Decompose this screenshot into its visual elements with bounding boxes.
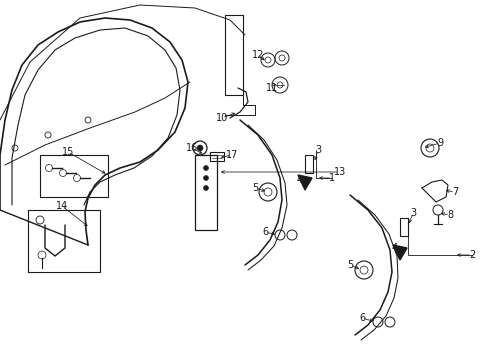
Bar <box>210 152 224 161</box>
Text: 17: 17 <box>226 150 238 160</box>
Circle shape <box>197 145 203 151</box>
Polygon shape <box>393 245 407 260</box>
Text: 4: 4 <box>297 175 303 185</box>
Circle shape <box>203 185 209 190</box>
Text: 1: 1 <box>329 173 335 183</box>
Bar <box>225 15 243 95</box>
Bar <box>400 218 408 236</box>
Text: 5: 5 <box>252 183 258 193</box>
Text: 12: 12 <box>252 50 264 60</box>
Circle shape <box>203 175 209 180</box>
Text: 8: 8 <box>447 210 453 220</box>
Circle shape <box>203 166 209 171</box>
Text: 7: 7 <box>452 187 458 197</box>
Polygon shape <box>298 175 312 190</box>
Text: 13: 13 <box>334 167 346 177</box>
Text: 10: 10 <box>216 113 228 123</box>
Text: 3: 3 <box>410 208 416 218</box>
Text: 2: 2 <box>469 250 475 260</box>
Text: 16: 16 <box>186 143 198 153</box>
Text: 14: 14 <box>56 201 68 211</box>
Bar <box>305 155 313 173</box>
Bar <box>40 155 108 197</box>
Text: 6: 6 <box>262 227 268 237</box>
Text: 15: 15 <box>62 147 74 157</box>
Text: 5: 5 <box>347 260 353 270</box>
Bar <box>195 155 217 230</box>
Text: 9: 9 <box>437 138 443 148</box>
Bar <box>28 210 100 272</box>
Text: 4: 4 <box>392 243 398 253</box>
Text: 3: 3 <box>315 145 321 155</box>
Text: 6: 6 <box>359 313 365 323</box>
Text: 11: 11 <box>266 83 278 93</box>
